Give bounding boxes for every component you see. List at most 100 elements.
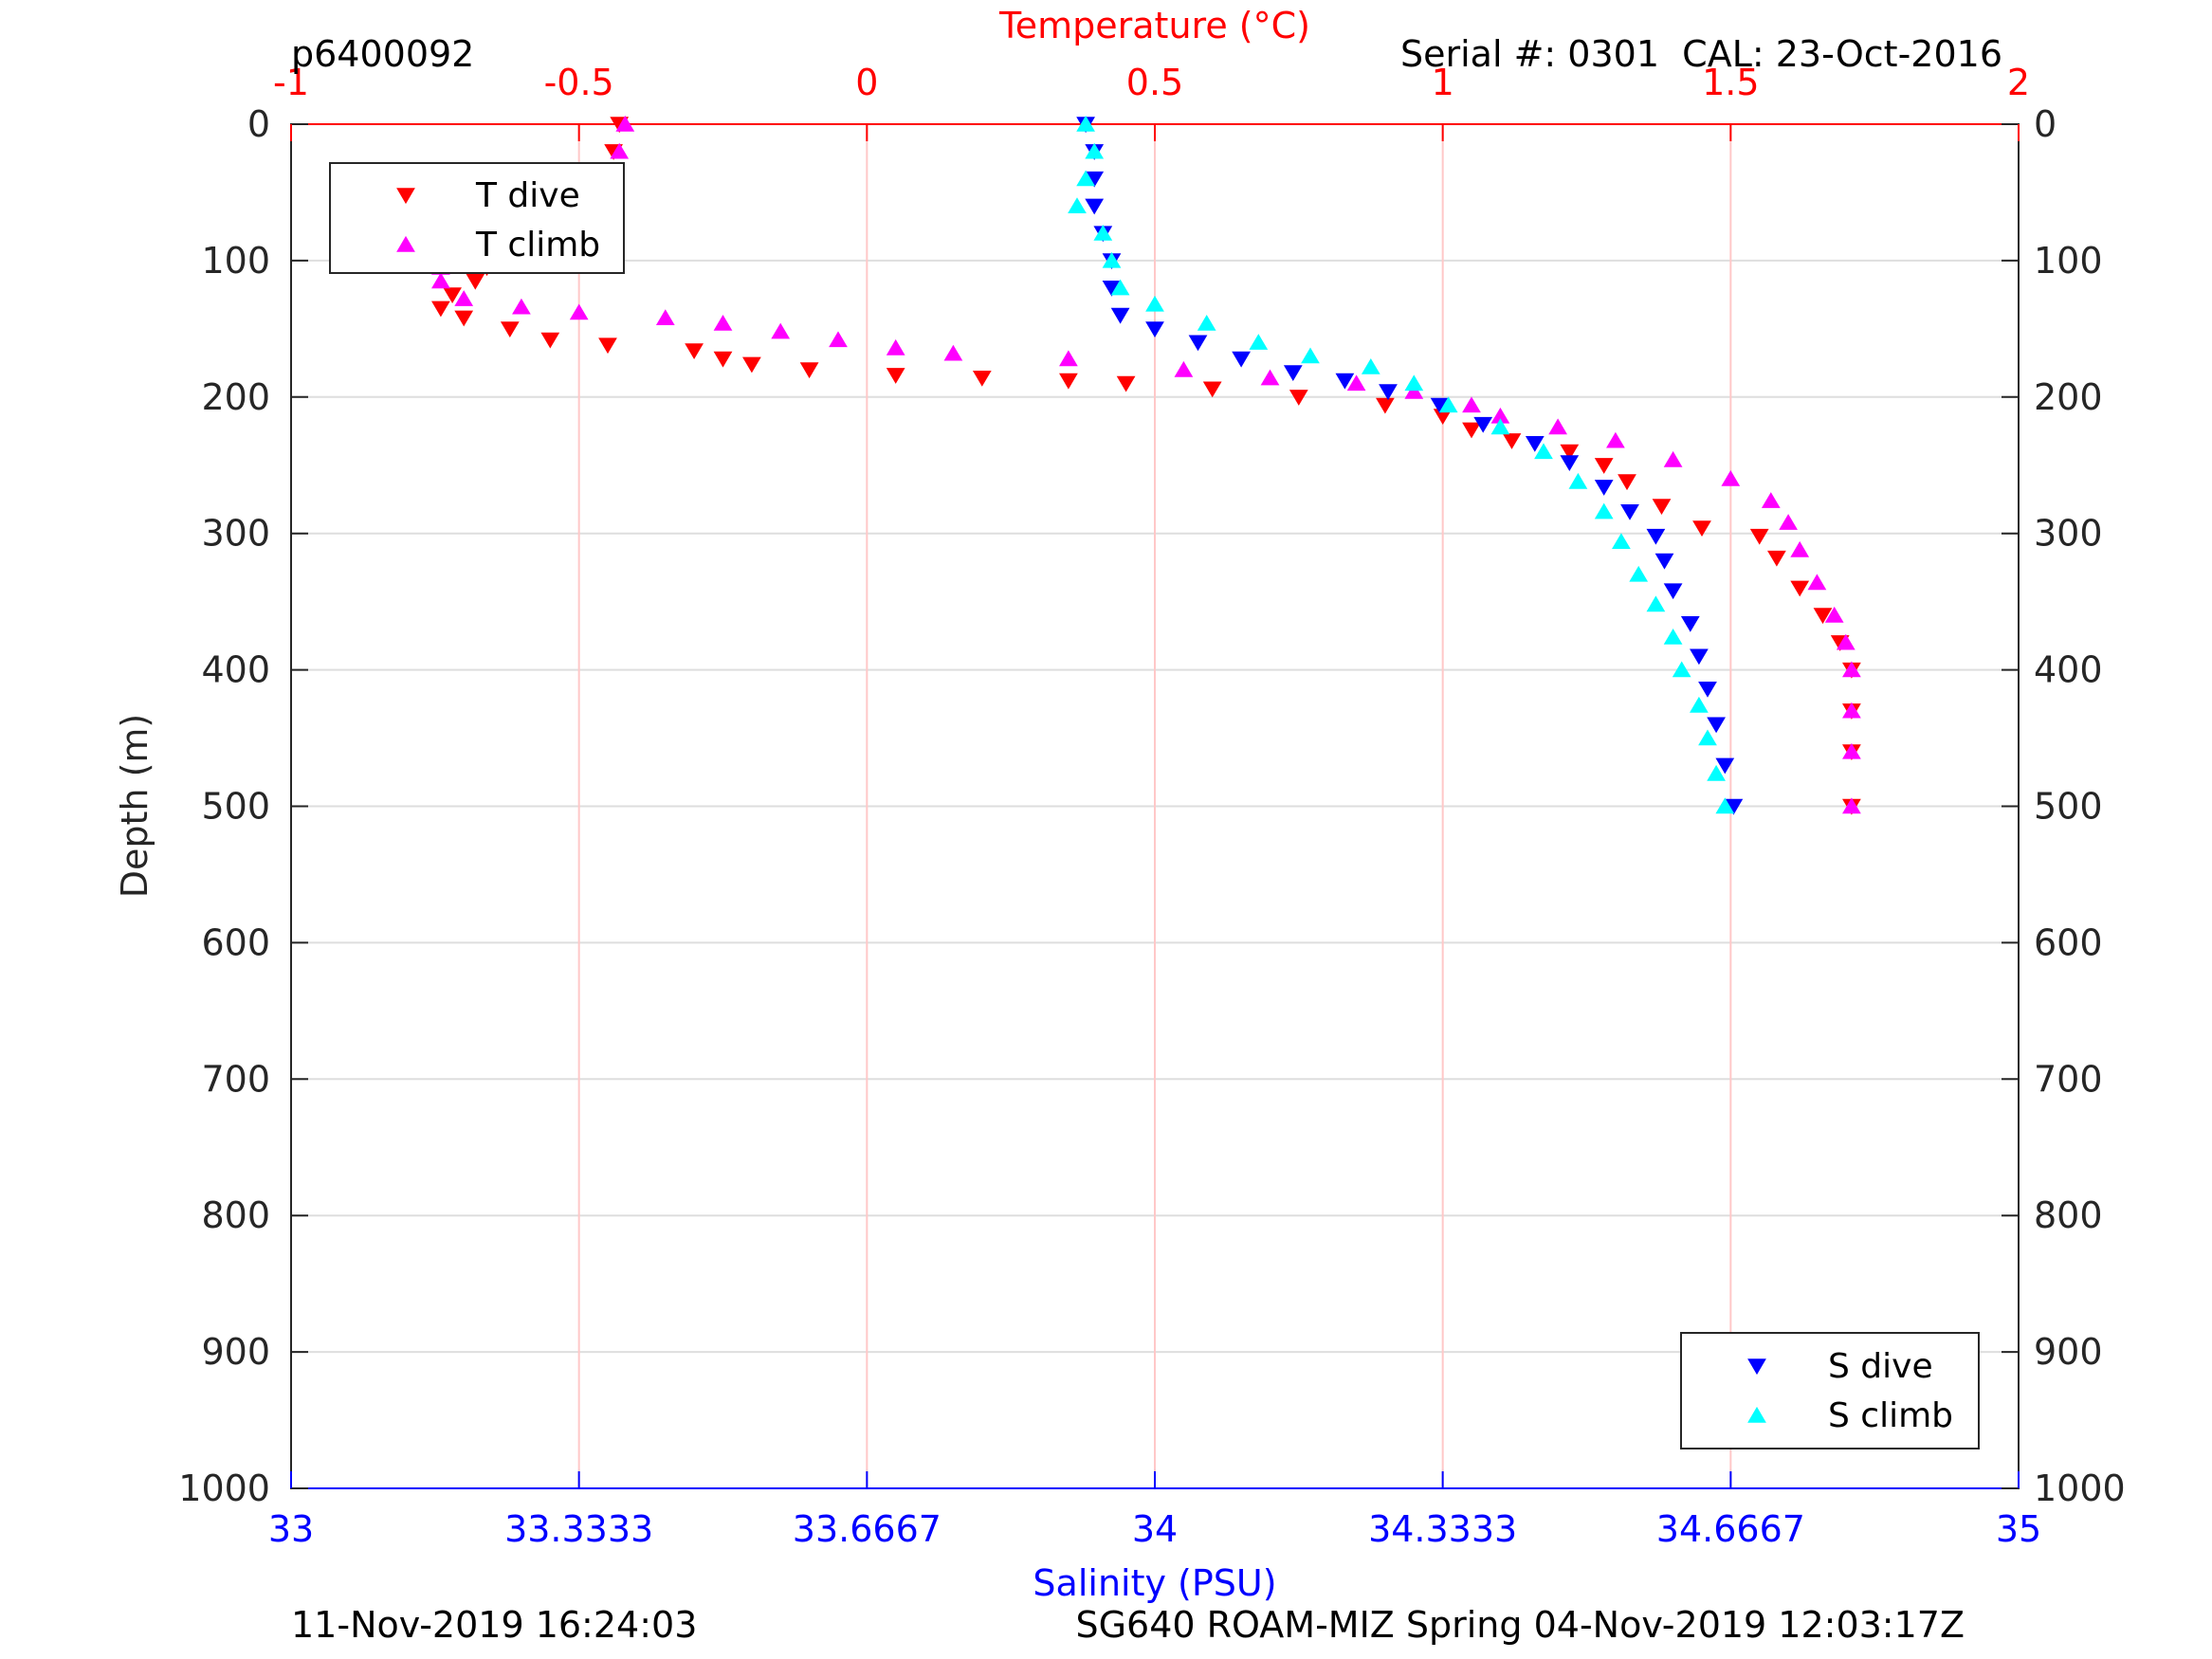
data-point — [886, 338, 905, 356]
data-point — [1361, 358, 1380, 374]
data-point — [431, 301, 450, 318]
data-point — [1663, 450, 1683, 467]
data-point — [1116, 375, 1136, 392]
data-point — [1672, 661, 1691, 678]
data-point — [1085, 142, 1105, 159]
data-point — [1289, 390, 1308, 406]
data-point — [1767, 550, 1786, 567]
data-point — [1249, 334, 1269, 350]
legend-label: T climb — [475, 226, 600, 264]
data-point — [1548, 418, 1567, 435]
data-point — [1110, 307, 1130, 324]
footer-left-text: 11-Nov-2019 16:24:03 — [291, 1604, 697, 1646]
data-point — [1145, 295, 1164, 312]
data-point — [1379, 384, 1398, 401]
data-point — [1188, 335, 1208, 352]
data-point — [1525, 436, 1545, 452]
depth-tick-label-right: 0 — [2034, 103, 2057, 145]
data-point — [1620, 504, 1639, 520]
data-point — [713, 351, 733, 368]
data-point — [1560, 455, 1580, 471]
data-point — [1690, 696, 1709, 713]
data-point — [1807, 574, 1827, 591]
depth-tick-label-left: 300 — [201, 513, 270, 555]
legend-marker — [396, 235, 415, 252]
data-point — [1438, 396, 1458, 413]
data-point — [512, 298, 531, 315]
depth-tick-label-left: 700 — [201, 1058, 270, 1100]
depth-axis-title: Depth (m) — [114, 714, 155, 899]
footer-right-text: SG640 ROAM-MIZ Spring 04-Nov-2019 12:03:… — [1075, 1604, 1965, 1646]
depth-tick-label-left: 400 — [201, 649, 270, 691]
depth-tick-label-left: 900 — [201, 1331, 270, 1373]
legend-marker — [396, 188, 415, 205]
data-point — [1560, 444, 1580, 461]
depth-tick-label-left: 1000 — [178, 1468, 270, 1509]
temperature-tick-label: 0 — [855, 62, 878, 103]
data-point — [443, 287, 462, 303]
temperature-tick-label: -1 — [273, 62, 309, 103]
data-point — [1335, 373, 1355, 390]
axis-ticks: 0 0 100 100 200 200 300 300 400 400 500 500 600 600 70… — [178, 62, 2125, 1550]
data-point — [1721, 470, 1741, 486]
depth-tick-label-right: 700 — [2034, 1058, 2103, 1100]
data-point — [742, 356, 761, 374]
data-point — [1594, 480, 1614, 496]
depth-tick-label-right: 600 — [2034, 921, 2103, 963]
data-point — [1473, 416, 1493, 433]
data-point — [1059, 373, 1078, 390]
data-point — [1612, 533, 1631, 549]
data-point — [1749, 528, 1769, 545]
data-point — [771, 322, 791, 339]
data-point — [1174, 360, 1194, 377]
temperature-tick-label: 1 — [1432, 62, 1454, 103]
data-point — [655, 309, 675, 325]
legend-label: T dive — [475, 176, 580, 215]
salinity-tick-label: 34 — [1132, 1508, 1178, 1550]
data-point — [610, 142, 630, 159]
legend-marker — [1747, 1358, 1766, 1376]
data-point — [886, 368, 905, 384]
data-point — [1462, 396, 1481, 413]
depth-tick-label-left: 800 — [201, 1194, 270, 1236]
data-point — [1652, 499, 1672, 515]
data-point — [685, 343, 704, 359]
depth-tick-label-left: 0 — [247, 103, 270, 145]
data-point — [569, 303, 589, 320]
data-point — [1715, 757, 1735, 775]
salinity-tick-label: 33.6667 — [793, 1508, 941, 1550]
temperature-tick-label: 2 — [2007, 62, 2030, 103]
header-right-text: Serial #: 0301 CAL: 23-Oct-2016 — [1400, 33, 2002, 75]
data-point — [972, 371, 992, 387]
data-point — [1654, 553, 1674, 570]
data-point — [1629, 565, 1649, 582]
data-point — [466, 273, 485, 290]
data-point — [1824, 606, 1844, 623]
legend-salinity: S dive S climb — [1680, 1332, 1980, 1449]
data-point — [1707, 764, 1726, 781]
legend-label: S climb — [1828, 1396, 1953, 1435]
depth-tick-label-right: 500 — [2034, 786, 2103, 828]
depth-tick-label-right: 900 — [2034, 1331, 2103, 1373]
data-point — [1202, 381, 1222, 398]
data-point — [1715, 797, 1735, 814]
data-point — [454, 290, 474, 306]
data-point — [1663, 583, 1683, 600]
data-point — [1376, 397, 1395, 414]
data-point — [1534, 443, 1553, 460]
salinity-tick-label: 34.3333 — [1368, 1508, 1517, 1550]
data-point — [1790, 540, 1810, 557]
legend-label: S dive — [1828, 1347, 1933, 1386]
data-point — [1594, 502, 1614, 520]
data-point — [799, 362, 819, 379]
depth-tick-label-left: 200 — [201, 376, 270, 418]
data-point — [1301, 347, 1320, 364]
data-point — [1232, 351, 1251, 368]
temperature-tick-label: 0.5 — [1126, 62, 1183, 103]
data-point — [1761, 492, 1781, 508]
salinity-tick-label: 35 — [1996, 1508, 2041, 1550]
temperature-tick-label: 1.5 — [1702, 62, 1759, 103]
data-point — [1779, 514, 1798, 530]
salinity-tick-label: 33 — [268, 1508, 314, 1550]
